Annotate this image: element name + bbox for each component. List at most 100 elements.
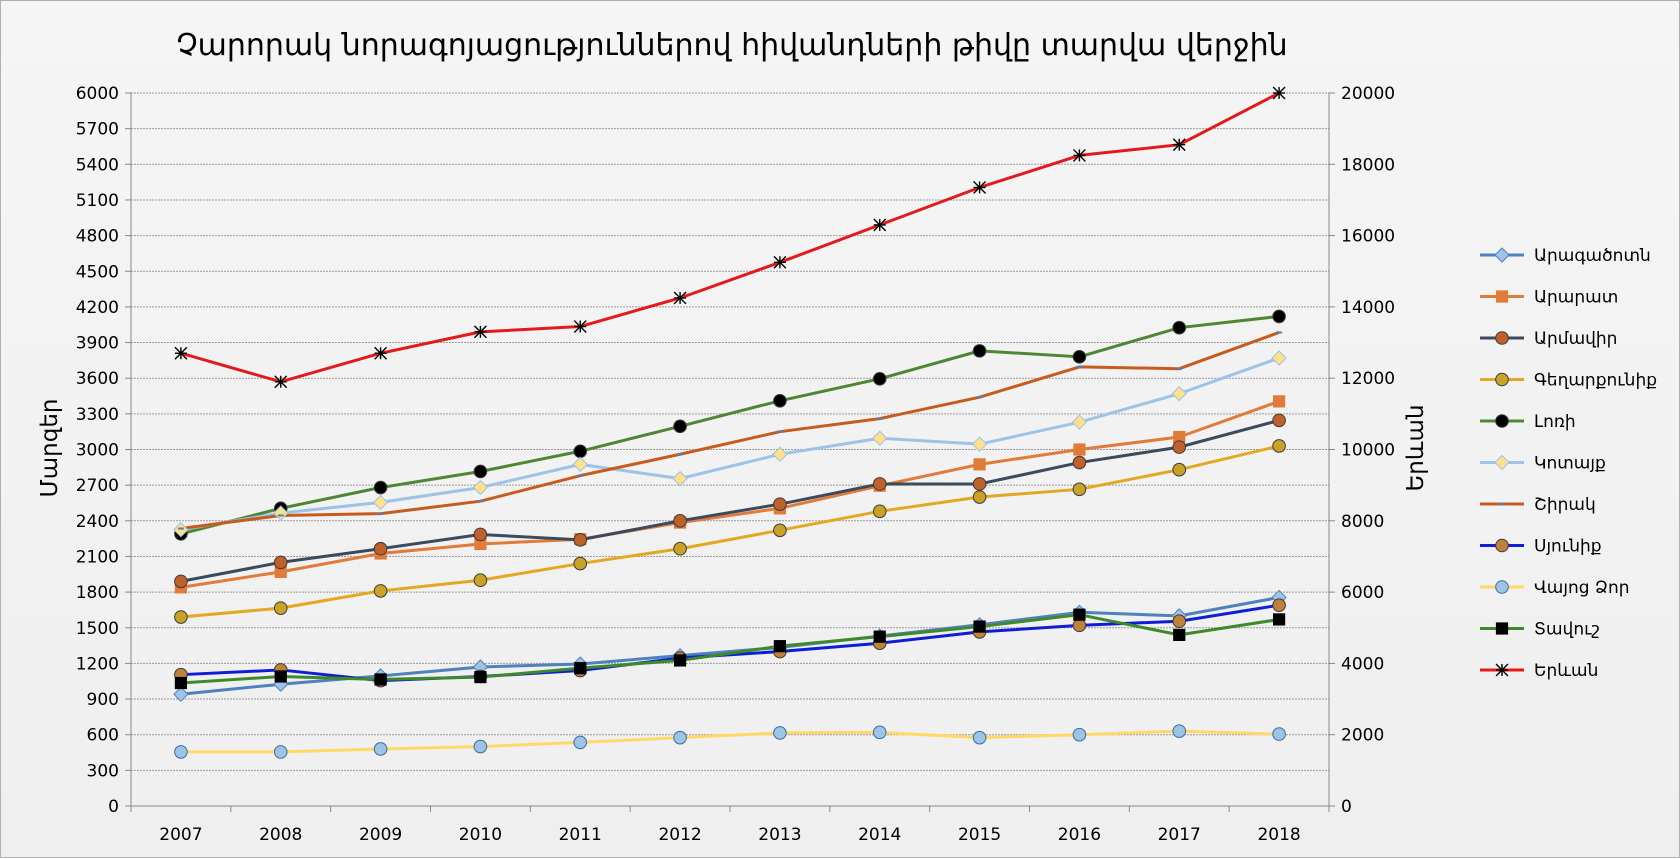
data-point: [971, 436, 988, 452]
data-point: [1272, 395, 1286, 408]
legend: Արագածոտն Արարատ Արմավիր Գեղարքունիք Լոռի Կոտ…: [1480, 246, 1657, 681]
data-point: [973, 458, 986, 471]
x-tick-label: 2014: [858, 825, 901, 845]
data-point: [872, 504, 887, 519]
data-point: [1495, 372, 1509, 387]
series-line: [180, 444, 1280, 619]
series-lines: [180, 91, 1280, 754]
data-point: [473, 739, 488, 754]
data-point: [1495, 414, 1509, 428]
data-point: [972, 730, 987, 745]
data-point: [273, 555, 288, 570]
data-point: [373, 742, 388, 756]
legend-label: Կոտայք: [1534, 454, 1606, 474]
data-point: [174, 676, 188, 690]
data-point: [773, 255, 787, 269]
data-point: [374, 346, 388, 360]
left-axis-ticks: 0 300 600 900 1200 1500 1800 2100 2400 2700 3000 33…: [76, 84, 119, 817]
left-axis-title: Մարզեր: [37, 399, 63, 498]
data-point: [1073, 608, 1086, 621]
x-tick-label: 2010: [459, 825, 502, 845]
y-tick-label: 5400: [76, 155, 119, 175]
y-tick-label: 4200: [76, 298, 119, 318]
data-point: [1172, 320, 1187, 335]
y2-tick-label: 10000: [1341, 441, 1395, 461]
data-point: [1072, 727, 1087, 742]
y-tick-label: 1800: [76, 583, 119, 603]
data-point: [473, 464, 488, 479]
data-point: [473, 527, 488, 542]
y-tick-label: 2100: [76, 547, 119, 567]
data-point: [274, 670, 287, 683]
data-point: [1495, 331, 1509, 345]
y-tick-label: 300: [87, 761, 119, 781]
right-axis-title: Երևան: [1403, 404, 1429, 491]
series-line: [180, 356, 1280, 532]
legend-label: Շիրակ: [1534, 495, 1596, 515]
y-tick-label: 3600: [76, 369, 119, 389]
data-point: [1172, 614, 1187, 629]
data-point: [972, 477, 987, 491]
data-point: [574, 662, 587, 675]
data-point: [1072, 482, 1087, 497]
y-tick-label: 0: [108, 797, 119, 817]
data-point: [673, 514, 687, 528]
y-tick-label: 4500: [76, 262, 119, 282]
data-point: [174, 745, 188, 759]
y-tick-label: 3900: [76, 334, 119, 354]
data-point: [173, 522, 189, 538]
chart-title: Չարորակ նորագոյացություններով հիվանդների…: [176, 28, 1287, 63]
data-point: [373, 541, 388, 556]
data-point: [573, 735, 588, 750]
right-axis-ticks: 0 2000 4000 6000 8000 10000 12000 14000 16000 180…: [1341, 84, 1395, 817]
y-tick-label: 900: [87, 690, 119, 710]
y-tick-label: 1500: [76, 619, 119, 639]
x-tick-label: 2017: [1158, 825, 1201, 845]
series-line: [180, 314, 1280, 536]
data-point: [1272, 309, 1286, 324]
data-point: [873, 630, 886, 643]
y-tick-label: 2700: [76, 476, 119, 496]
x-tick-label: 2013: [758, 825, 801, 845]
series-line: [180, 595, 1280, 696]
data-point: [1172, 440, 1187, 454]
series-line: [180, 613, 1280, 685]
y-tick-label: 2400: [76, 512, 119, 532]
y2-tick-label: 6000: [1341, 583, 1384, 603]
data-point: [374, 673, 387, 686]
data-point: [1272, 439, 1286, 453]
data-point: [1172, 724, 1187, 738]
data-point: [1072, 148, 1086, 162]
legend-label: Տավուշ: [1534, 620, 1600, 640]
data-point: [973, 620, 986, 633]
data-point: [1172, 462, 1187, 477]
series-line: [180, 399, 1280, 589]
series-markers: [173, 86, 1287, 759]
data-point: [1173, 628, 1186, 641]
data-point: [673, 730, 687, 745]
legend-label: Արագածոտն: [1534, 246, 1651, 266]
data-point: [773, 726, 787, 740]
data-point: [1171, 385, 1187, 402]
data-point: [273, 505, 289, 521]
y2-tick-label: 2000: [1341, 726, 1384, 746]
data-point: [1495, 663, 1509, 677]
data-point: [573, 556, 588, 571]
series-line: [180, 418, 1280, 583]
data-point: [1495, 290, 1509, 303]
data-point: [473, 573, 488, 588]
y2-tick-label: 4000: [1341, 654, 1384, 674]
series-line: [180, 729, 1280, 754]
x-axis-ticks: 2007 2008 2009 2010 2011 2012 2013 2014 2015 2016…: [159, 825, 1300, 845]
legend-label: Գեղարքունիք: [1534, 371, 1657, 391]
data-point: [573, 533, 588, 547]
data-point: [474, 670, 487, 684]
data-point: [673, 291, 687, 305]
legend-label: Լոռի: [1534, 412, 1576, 432]
data-point: [872, 430, 888, 446]
y2-tick-label: 20000: [1341, 84, 1395, 104]
y-tick-label: 600: [87, 726, 119, 746]
data-point: [773, 497, 787, 511]
data-point: [1071, 414, 1088, 430]
